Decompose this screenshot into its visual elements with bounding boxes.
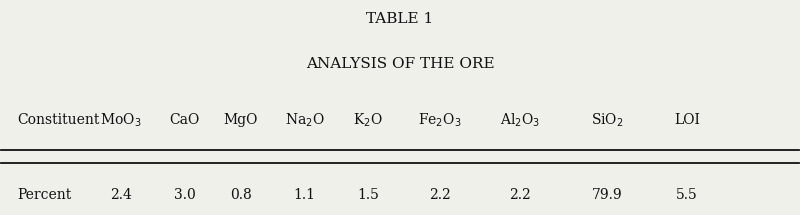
Text: 0.8: 0.8 bbox=[230, 187, 251, 201]
Text: Constituent: Constituent bbox=[18, 113, 100, 127]
Text: SiO$_2$: SiO$_2$ bbox=[591, 112, 624, 129]
Text: Al$_2$O$_3$: Al$_2$O$_3$ bbox=[499, 112, 540, 129]
Text: 79.9: 79.9 bbox=[592, 187, 622, 201]
Text: MoO$_3$: MoO$_3$ bbox=[100, 112, 142, 129]
Text: Na$_2$O: Na$_2$O bbox=[285, 112, 324, 129]
Text: TABLE 1: TABLE 1 bbox=[366, 12, 434, 26]
Text: MgO: MgO bbox=[223, 113, 258, 127]
Text: Fe$_2$O$_3$: Fe$_2$O$_3$ bbox=[418, 112, 462, 129]
Text: 5.5: 5.5 bbox=[676, 187, 698, 201]
Text: 1.5: 1.5 bbox=[357, 187, 379, 201]
Text: 1.1: 1.1 bbox=[294, 187, 315, 201]
Text: 2.4: 2.4 bbox=[110, 187, 132, 201]
Text: Percent: Percent bbox=[18, 187, 71, 201]
Text: 3.0: 3.0 bbox=[174, 187, 196, 201]
Text: ANALYSIS OF THE ORE: ANALYSIS OF THE ORE bbox=[306, 57, 494, 71]
Text: 2.2: 2.2 bbox=[429, 187, 450, 201]
Text: K$_2$O: K$_2$O bbox=[354, 112, 383, 129]
Text: LOI: LOI bbox=[674, 113, 700, 127]
Text: CaO: CaO bbox=[170, 113, 200, 127]
Text: 2.2: 2.2 bbox=[509, 187, 530, 201]
